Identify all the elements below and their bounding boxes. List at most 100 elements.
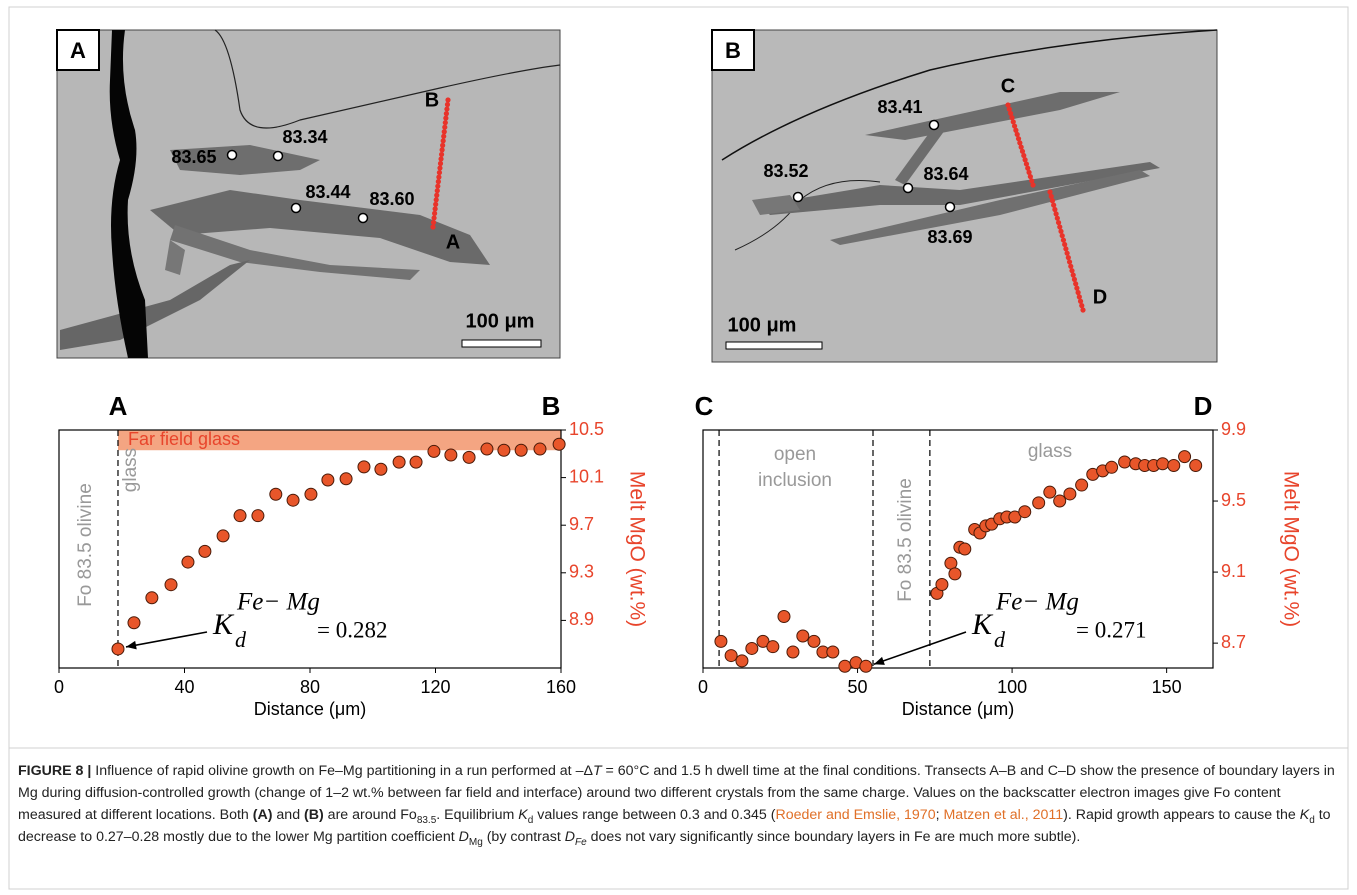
kd-symbol: K [212,608,235,641]
transect-dot [1015,136,1022,142]
image-a [56,29,561,359]
transect-dot [434,188,440,194]
caption-text: and [272,807,305,823]
transect-dot [1025,165,1031,171]
transect-dot [430,224,436,230]
caption-text: (by contrast [482,829,565,845]
data-point [948,567,962,581]
transect-dot [441,129,447,135]
transect-dot [441,133,447,139]
plot-frame [702,429,1214,669]
transect-dot [440,138,446,144]
transect-dot [1023,161,1030,167]
transect-dot [434,192,440,198]
caption-text: Mg [468,836,483,848]
data-point [766,640,780,654]
transect-dot [436,169,443,176]
transect-dot [1018,144,1024,150]
x-tick-label: 0 [698,677,708,697]
transect-label: C [1001,75,1015,97]
transect-dot [1058,228,1064,234]
fo-label: 83.60 [369,189,414,209]
transect-dot [1065,254,1071,261]
transect-dot [1070,272,1076,278]
kd-value: = 0.271 [1076,617,1146,642]
caption-text: D [564,829,576,845]
x-tick-label: 40 [174,677,194,697]
data-point [1156,457,1170,471]
caption-link[interactable]: Roeder and Emslie, 1970 [775,807,936,823]
scale-bar [461,339,542,348]
transect-dots [430,97,1086,313]
transect-dot [1062,241,1068,248]
transect-dot [437,160,444,167]
transect-dot [445,97,451,103]
data-point [321,473,335,487]
caption-link[interactable]: Matzen et al., 2011 [943,807,1064,823]
data-point [859,659,873,673]
transect-dot [1079,303,1085,309]
transect-dot [1009,115,1015,121]
y-tick-label: 10.1 [569,466,604,486]
measure-dots [792,119,956,213]
transect-dot [444,106,450,112]
transect-dot [1049,198,1056,204]
panel-letter-box [711,29,755,71]
transect-label: B [425,89,439,111]
band-label: Far field glass [128,429,240,449]
data-point [145,591,159,605]
data-point [198,544,212,558]
transect-dot [430,219,437,226]
data-point [339,472,353,486]
fo-label: 83.41 [877,97,922,117]
transect-dot [1069,268,1075,274]
caption-text: D [458,829,469,845]
data-point [1053,494,1067,508]
transect-dot [438,156,444,162]
transect-dot [1008,110,1014,117]
caption-text: = 60°C and 1.5 h dwell time at the final… [18,763,1335,823]
data-point [462,450,476,464]
transect-dot [444,101,451,108]
kd-superscript: Fe− Mg [995,589,1079,616]
transect-dot [433,197,439,203]
transect-end: D [1194,391,1213,421]
transect-dot [1047,189,1053,195]
transect-dot [1010,119,1016,125]
transect-dot [442,124,448,130]
x-axis-title: Distance (μm) [254,699,366,719]
annotation-arrow [125,631,208,648]
data-point [735,654,749,668]
transect-dot [1071,276,1078,283]
region-label: inclusion [758,470,832,491]
transect-dot [1074,285,1080,291]
fo-label: 83.65 [171,147,216,167]
transect-dot [1017,140,1023,146]
transect-dot [1030,182,1036,188]
band [117,430,562,451]
region-label: glass [1028,441,1072,462]
caption-text: ). Rapid growth appears to cause the [1063,807,1300,823]
fo-label: 83.34 [282,127,327,147]
panel-b-labels: 83.41 83.52 83.64 83.69 C D 100 μm [728,75,1108,336]
caption-text: ; [935,807,944,823]
y-tick-label: 9.3 [569,562,594,582]
kd-subscript: d [235,627,247,652]
transect-dot [435,183,441,189]
caption-text: (B) [304,807,324,823]
transect-dot [432,206,438,212]
data-point [807,634,821,648]
transect-dot [1021,152,1027,159]
x-axis-title: Distance (μm) [902,699,1014,719]
region-label: Fo 83.5 olivine [895,478,916,602]
caption-text: d [1309,814,1315,826]
transect-dot [443,115,449,121]
transect-label: D [1093,286,1107,308]
transect-dot [1051,202,1057,208]
data-point [724,649,738,663]
caption-text: values range between 0.3 and 0.345 ( [533,807,776,823]
annotation-arrow [873,631,967,665]
x-tick-label: 120 [420,677,450,697]
data-point [1018,505,1032,519]
